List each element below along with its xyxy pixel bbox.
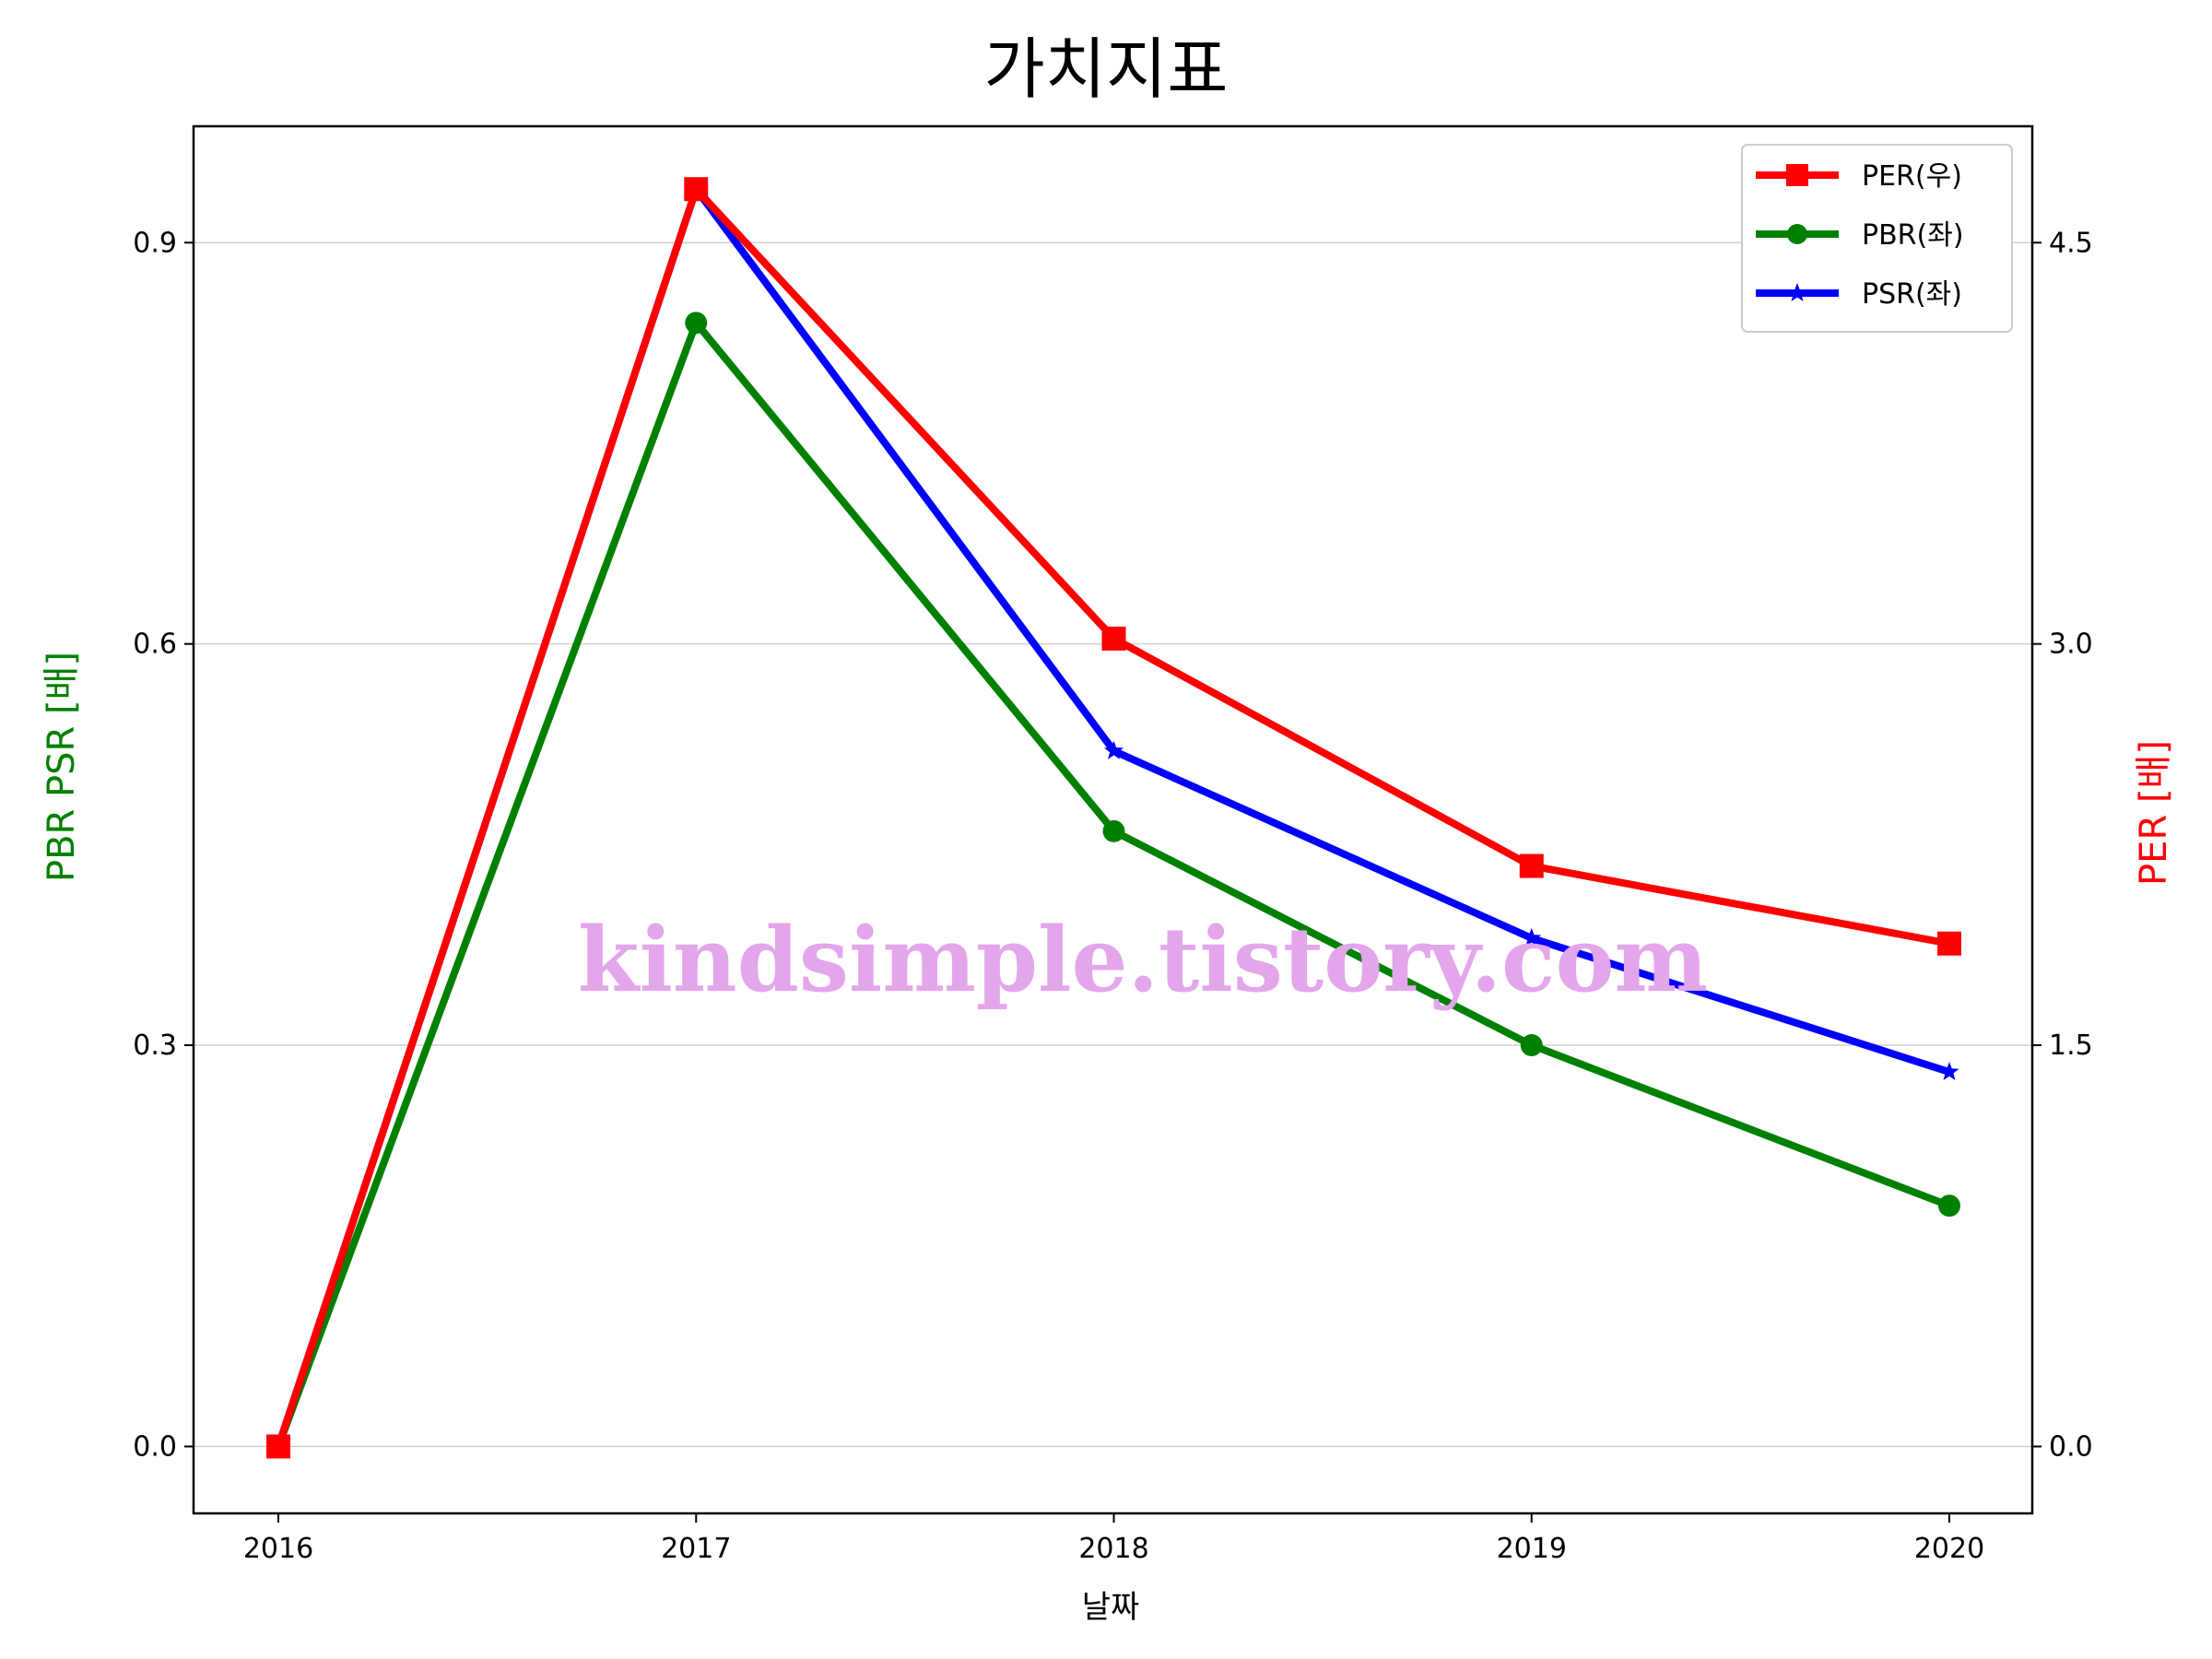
right-y-tick-label: 3.0 xyxy=(2049,629,2093,661)
data-point xyxy=(1519,853,1544,878)
series-lines xyxy=(266,177,1961,1459)
x-tick-label: 2018 xyxy=(1078,1533,1148,1565)
series-line xyxy=(275,319,1951,1448)
left-y-tick-label: 0.9 xyxy=(133,227,177,259)
series-circle xyxy=(267,312,1960,1458)
legend-box xyxy=(1741,144,2013,333)
data-point xyxy=(1939,1062,1959,1080)
plot-frame xyxy=(192,124,2034,1515)
series-square xyxy=(266,177,1961,1459)
left-y-tick-label: 0.0 xyxy=(133,1430,177,1463)
legend-label: PER(우) xyxy=(1862,160,1962,193)
legend-marker xyxy=(1787,224,1807,244)
legend: PER(우) PBR(좌) PSR(좌) xyxy=(1741,144,2013,333)
x-axis-label: 날짜 xyxy=(1082,1589,1140,1626)
data-point xyxy=(1937,931,1961,956)
chart-title: 가치지표 xyxy=(984,30,1229,108)
legend-marker xyxy=(1786,164,1808,186)
legend-marker xyxy=(1787,283,1807,301)
series-star xyxy=(268,179,1959,1455)
left-y-tick-label: 0.6 xyxy=(133,629,177,661)
watermark-text: kindsimple.tistory.com xyxy=(578,908,1708,1012)
data-point xyxy=(1104,740,1124,759)
right-y-tick-label: 0.0 xyxy=(2049,1430,2093,1463)
right-y-tick-label: 1.5 xyxy=(2049,1030,2093,1062)
data-point xyxy=(1938,1194,1960,1218)
series-line xyxy=(275,185,1950,1448)
x-tick-label: 2017 xyxy=(661,1533,731,1565)
data-point xyxy=(684,177,709,202)
x-tick-label: 2016 xyxy=(243,1533,313,1565)
legend-label: PBR(좌) xyxy=(1862,219,1964,252)
data-point xyxy=(1522,927,1542,947)
data-point xyxy=(1520,1034,1543,1057)
left-y-tick-label: 0.3 xyxy=(133,1030,177,1062)
x-tick-label: 2019 xyxy=(1497,1533,1567,1565)
axes: 0.0 0.3 0.6 0.9 0.0 1.5 3.0 4.5 2016 2017 2018 2019… xyxy=(133,124,2093,1565)
left-y-axis-label: PBR PSR [배] xyxy=(41,652,83,882)
data-point xyxy=(1101,626,1126,651)
data-point xyxy=(685,312,708,335)
series-line xyxy=(275,185,1951,1448)
data-point xyxy=(1102,819,1125,842)
x-tick-label: 2020 xyxy=(1914,1533,1984,1565)
right-y-axis-label: PER [배] xyxy=(2133,740,2175,886)
right-y-tick-label: 4.5 xyxy=(2049,227,2093,259)
data-point xyxy=(266,1434,290,1459)
gridlines xyxy=(194,241,2032,1448)
legend-label: PSR(좌) xyxy=(1862,278,1962,311)
